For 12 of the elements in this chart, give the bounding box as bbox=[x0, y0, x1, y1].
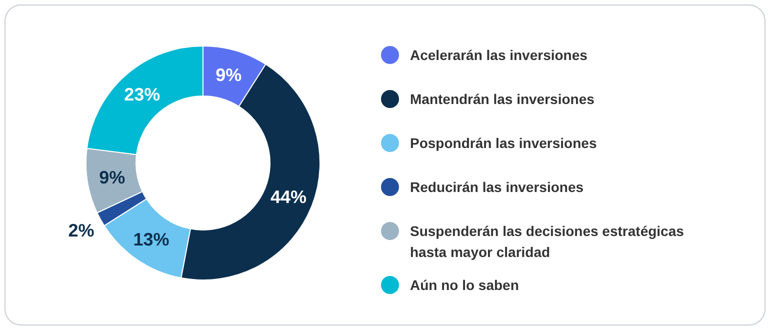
legend-label: Mantendrán las inversiones bbox=[410, 90, 595, 107]
legend-label: Suspenderán las decisiones estratégicas hasta mayor claridad bbox=[410, 222, 684, 260]
data-label: 13% bbox=[133, 229, 170, 250]
legend-label: Acelerarán las inversiones bbox=[410, 46, 588, 63]
data-label: 9% bbox=[216, 64, 242, 85]
data-label: 23% bbox=[124, 84, 160, 104]
legend-label: Aún no lo saben bbox=[410, 276, 519, 293]
data-label: 44% bbox=[270, 187, 307, 208]
legend-label: Reducirán las inversiones bbox=[410, 178, 584, 195]
legend-label: Pospondrán las inversiones bbox=[410, 134, 597, 151]
data-label: 9% bbox=[99, 168, 126, 188]
data-label: 2% bbox=[68, 220, 94, 240]
